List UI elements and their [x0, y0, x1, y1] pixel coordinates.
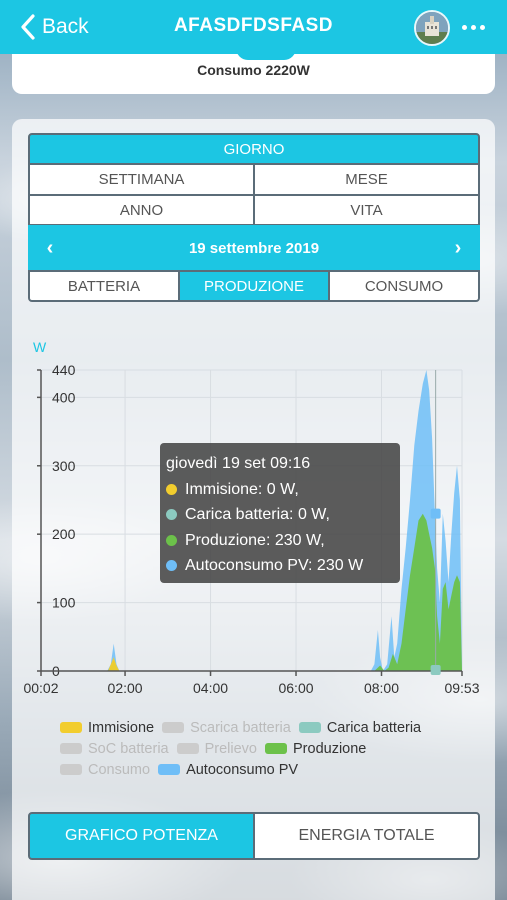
legend-swatch: [162, 722, 185, 733]
tooltip-autoconsumo: Autoconsumo PV: 230 W: [185, 557, 364, 574]
cursor-marker-autoconsumo: [430, 508, 441, 519]
x-tick-label: 09:53: [444, 680, 479, 696]
main-card: GIORNO SETTIMANA MESE ANNO VITA ‹ 19 set…: [12, 119, 495, 900]
x-tick-label: 08:00: [364, 680, 399, 696]
chevron-left-icon[interactable]: ‹: [46, 236, 54, 259]
selected-date: 19 settembre 2019: [188, 239, 320, 257]
y-tick-label: 400: [52, 389, 76, 405]
power-chart[interactable]: W 0 100 200 300 400 440 00:02 02:00 04:00 06:00 08:…: [12, 329, 495, 699]
y-tick-label: 100: [52, 595, 76, 611]
legend-immisione[interactable]: Immisione: [60, 720, 154, 736]
period-giorno[interactable]: GIORNO: [30, 135, 478, 163]
avatar[interactable]: [414, 10, 450, 46]
legend-swatch: [298, 722, 321, 733]
app-header: Back AFASDFDSFASD: [0, 0, 507, 54]
legend-scarica-batteria[interactable]: Scarica batteria: [162, 720, 291, 736]
legend-swatch: [176, 743, 199, 754]
legend-produzione[interactable]: Produzione: [265, 741, 366, 757]
legend-swatch: [158, 764, 181, 775]
tab-produzione[interactable]: PRODUZIONE: [180, 272, 328, 300]
tab-consumo[interactable]: CONSUMO: [330, 272, 478, 300]
legend-carica-batteria[interactable]: Carica batteria: [298, 719, 422, 736]
x-tick-label: 06:00: [278, 680, 313, 696]
y-tick-label: 200: [52, 526, 76, 542]
data-tabs: BATTERIA PRODUZIONE CONSUMO: [28, 270, 480, 302]
legend-prelievo[interactable]: Prelievo: [176, 740, 257, 757]
legend-label: Immisione: [88, 719, 155, 736]
tooltip-row: Carica batteria: 0 W,: [166, 502, 394, 528]
legend-consumo[interactable]: Consumo: [60, 762, 150, 778]
y-axis-unit-label: W: [33, 339, 47, 355]
chevron-right-icon[interactable]: ›: [454, 236, 462, 259]
cursor-marker-carica: [430, 665, 441, 675]
energia-totale-button[interactable]: ENERGIA TOTALE: [255, 814, 478, 858]
period-anno[interactable]: ANNO: [30, 196, 253, 224]
tooltip-row: Produzione: 230 W,: [166, 528, 394, 554]
tab-batteria[interactable]: BATTERIA: [30, 272, 178, 300]
y-tick-label: 300: [52, 458, 76, 474]
y-tick-label: 440: [52, 362, 76, 378]
x-tick-label: 00:02: [23, 680, 58, 696]
chart-legend: Immisione Scarica batteria Carica batter…: [60, 717, 480, 780]
legend-label: Prelievo: [204, 740, 257, 757]
legend-label: Autoconsumo PV: [186, 761, 299, 778]
tooltip-row: Autoconsumo PV: 230 W: [166, 553, 394, 579]
tooltip-title: giovedì 19 set 09:16: [166, 455, 311, 472]
legend-swatch: [60, 722, 82, 733]
legend-soc-batteria[interactable]: SoC batteria: [60, 741, 169, 757]
legend-label: Scarica batteria: [190, 719, 291, 736]
immisione-dot-icon: [166, 483, 177, 495]
tooltip-row: Immisione: 0 W,: [166, 477, 394, 503]
period-settimana[interactable]: SETTIMANA: [30, 165, 253, 194]
autoconsumo-dot-icon: [166, 560, 177, 572]
legend-label: Produzione: [293, 740, 367, 757]
series-area-produzione: [41, 513, 462, 671]
legend-swatch: [60, 764, 82, 775]
chevron-left-icon: [21, 14, 35, 40]
tooltip-immisione: Immisione: 0 W,: [185, 480, 299, 498]
page-title: AFASDFDSFASD: [173, 15, 334, 36]
more-horizontal-icon[interactable]: [462, 18, 486, 36]
chart-mode-selector: GRAFICO POTENZA ENERGIA TOTALE: [28, 812, 480, 860]
summary-card: Consumo 2220W: [12, 48, 495, 94]
x-tick-label: 04:00: [193, 680, 228, 696]
building-photo-avatar: [416, 12, 448, 44]
legend-label: Carica batteria: [326, 719, 422, 736]
tooltip-carica-batteria: Carica batteria: 0 W,: [185, 506, 330, 523]
legend-swatch: [60, 743, 82, 754]
tooltip-produzione: Produzione: 230 W,: [185, 531, 325, 549]
produzione-dot-icon: [166, 534, 177, 546]
legend-swatch: [265, 743, 287, 754]
summary-indicator: [236, 48, 296, 60]
legend-autoconsumo-pv[interactable]: Autoconsumo PV: [158, 762, 298, 778]
period-mese[interactable]: MESE: [255, 165, 478, 194]
x-tick-label: 02:00: [108, 680, 143, 696]
carica-batteria-dot-icon: [166, 509, 177, 521]
consumo-value: Consumo 2220W: [197, 62, 310, 78]
chart-tooltip: giovedì 19 set 09:16 Immisione: 0 W, Car…: [160, 443, 400, 583]
grafico-potenza-button[interactable]: GRAFICO POTENZA: [30, 814, 253, 858]
legend-label: Consumo: [88, 761, 151, 778]
back-button[interactable]: Back: [20, 12, 89, 42]
legend-label: SoC batteria: [88, 740, 169, 757]
back-label: Back: [42, 15, 89, 38]
period-vita[interactable]: VITA: [255, 196, 478, 224]
date-navigator: ‹ 19 settembre 2019 ›: [28, 225, 480, 271]
